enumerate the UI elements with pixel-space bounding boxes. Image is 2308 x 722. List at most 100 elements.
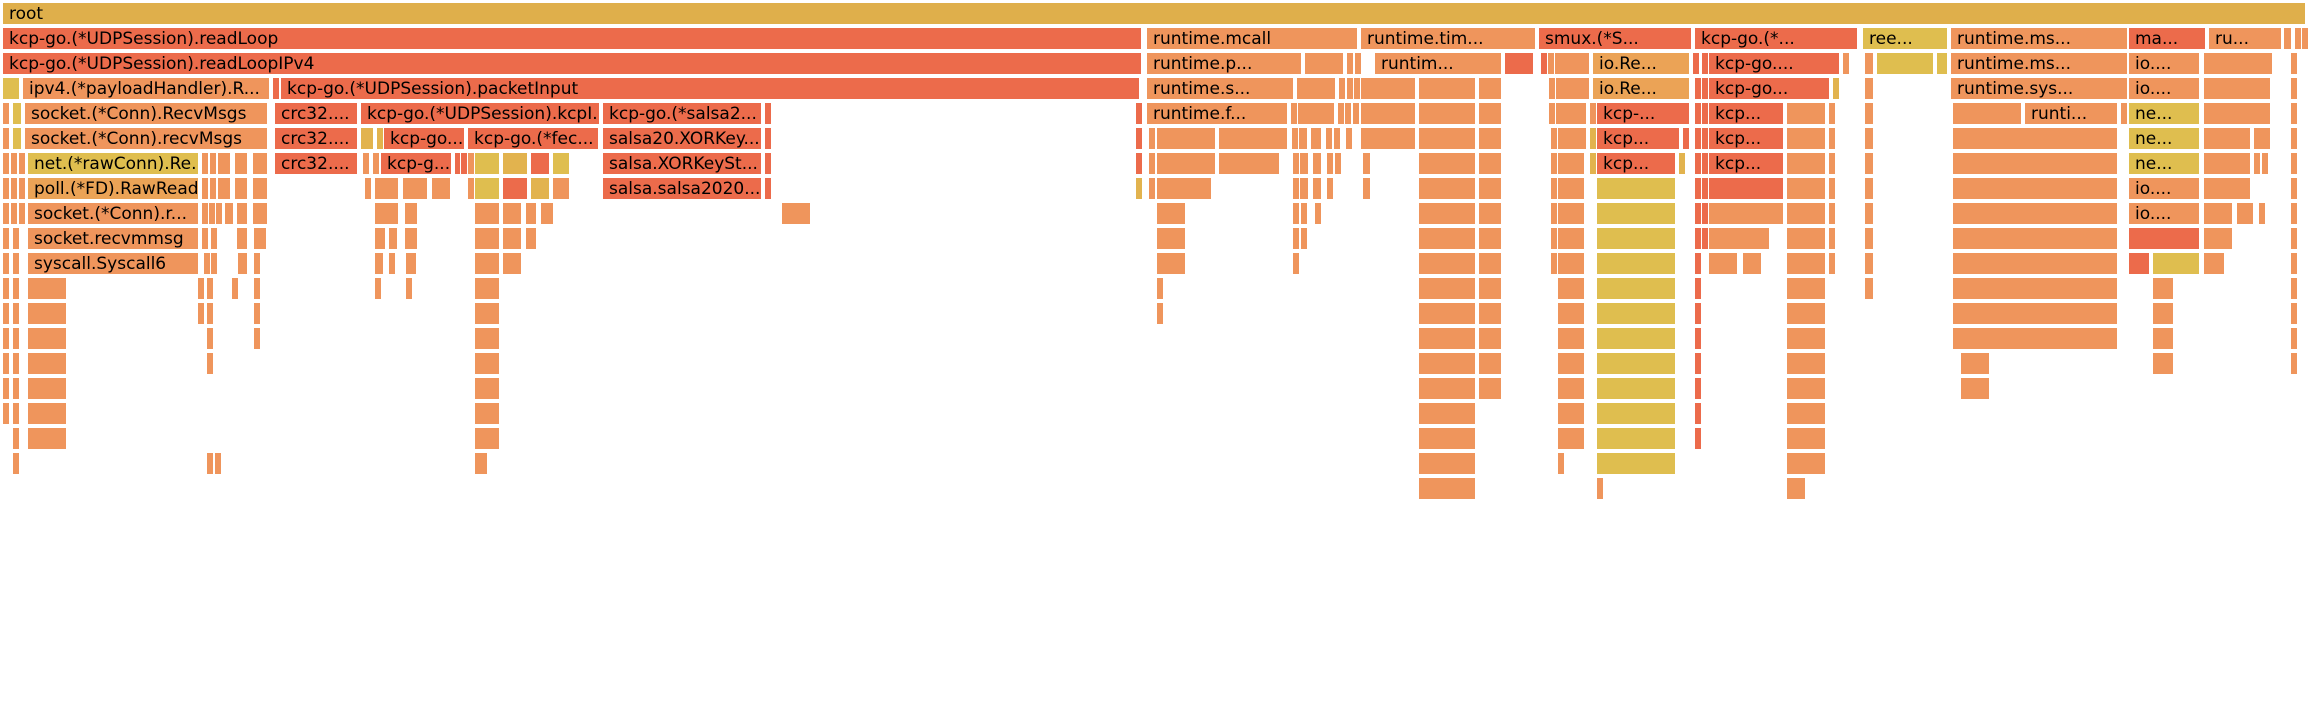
flame-frame[interactable]: kcp...: [1708, 102, 1784, 125]
flame-frame-unlabeled[interactable]: [2, 352, 10, 375]
flame-frame-unlabeled[interactable]: [1156, 277, 1164, 300]
flame-frame-unlabeled[interactable]: [474, 152, 500, 175]
flame-frame-unlabeled[interactable]: [1694, 427, 1702, 450]
flame-frame[interactable]: io....: [2128, 202, 2200, 225]
flame-frame-unlabeled[interactable]: [1952, 252, 2118, 275]
flame-frame-unlabeled[interactable]: [1596, 202, 1676, 225]
flame-frame-unlabeled[interactable]: [1864, 102, 1874, 125]
flame-frame[interactable]: socket.(*Conn).RecvMsgs: [24, 102, 268, 125]
flame-frame-unlabeled[interactable]: [12, 327, 20, 350]
flame-frame-unlabeled[interactable]: [1786, 452, 1826, 475]
flame-frame-unlabeled[interactable]: [1952, 127, 2118, 150]
flame-frame-unlabeled[interactable]: [12, 402, 20, 425]
flame-frame-unlabeled[interactable]: [12, 452, 20, 475]
flame-frame-unlabeled[interactable]: [1555, 102, 1587, 125]
flame-frame-unlabeled[interactable]: [405, 277, 413, 300]
flame-frame-unlabeled[interactable]: [1418, 102, 1476, 125]
flame-frame-unlabeled[interactable]: [2, 377, 10, 400]
flame-frame-unlabeled[interactable]: [1786, 277, 1826, 300]
flame-frame-unlabeled[interactable]: [1346, 52, 1354, 75]
flame-frame-unlabeled[interactable]: [1418, 177, 1476, 200]
flame-frame-unlabeled[interactable]: [1742, 252, 1762, 275]
flame-frame-unlabeled[interactable]: [1786, 302, 1826, 325]
flame-frame-unlabeled[interactable]: [1300, 202, 1308, 225]
flame-frame-unlabeled[interactable]: [12, 427, 20, 450]
flame-frame-unlabeled[interactable]: [764, 152, 772, 175]
flame-frame-unlabeled[interactable]: [525, 227, 537, 250]
flame-frame-unlabeled[interactable]: [1694, 402, 1702, 425]
flame-frame-unlabeled[interactable]: [1694, 377, 1702, 400]
flame-frame-unlabeled[interactable]: [201, 227, 209, 250]
flame-frame-unlabeled[interactable]: [405, 252, 417, 275]
flame-frame-unlabeled[interactable]: [1557, 427, 1585, 450]
flame-frame-unlabeled[interactable]: [210, 252, 218, 275]
flame-frame-unlabeled[interactable]: [1135, 102, 1143, 125]
flame-frame-unlabeled[interactable]: [2128, 227, 2200, 250]
flame-frame-unlabeled[interactable]: [1864, 152, 1874, 175]
flame-frame-unlabeled[interactable]: [502, 202, 522, 225]
flame-frame-unlabeled[interactable]: [1554, 52, 1590, 75]
flame-frame-unlabeled[interactable]: [252, 152, 268, 175]
flame-frame-unlabeled[interactable]: [474, 277, 500, 300]
flame-frame-unlabeled[interactable]: [540, 202, 554, 225]
flame-frame-unlabeled[interactable]: [1682, 127, 1690, 150]
flame-frame-unlabeled[interactable]: [10, 202, 18, 225]
flame-frame[interactable]: kcp...: [1708, 127, 1784, 150]
flame-frame-unlabeled[interactable]: [1557, 302, 1585, 325]
flame-frame-unlabeled[interactable]: [1148, 127, 1156, 150]
flame-frame-unlabeled[interactable]: [1326, 152, 1334, 175]
flame-frame-unlabeled[interactable]: [12, 277, 20, 300]
flame-frame-unlabeled[interactable]: [1314, 202, 1322, 225]
flame-frame-unlabeled[interactable]: [1418, 227, 1476, 250]
flame-frame-unlabeled[interactable]: [1156, 177, 1212, 200]
flame-frame-unlabeled[interactable]: [474, 177, 500, 200]
flame-frame-unlabeled[interactable]: [2203, 177, 2251, 200]
flame-frame-unlabeled[interactable]: [1596, 327, 1676, 350]
flame-frame-unlabeled[interactable]: [2203, 77, 2271, 100]
flame-frame-unlabeled[interactable]: [1694, 352, 1702, 375]
flame-frame-unlabeled[interactable]: [1694, 302, 1702, 325]
flame-frame-unlabeled[interactable]: [197, 277, 205, 300]
flame-frame-unlabeled[interactable]: [1786, 177, 1826, 200]
flame-frame-unlabeled[interactable]: [530, 152, 550, 175]
flame-frame-unlabeled[interactable]: [1596, 252, 1676, 275]
flame-frame-unlabeled[interactable]: [388, 227, 398, 250]
flame-frame-unlabeled[interactable]: [1596, 302, 1676, 325]
flame-frame[interactable]: poll.(*FD).RawRead: [27, 177, 199, 200]
flame-frame-unlabeled[interactable]: [209, 152, 217, 175]
flame-frame-unlabeled[interactable]: [1135, 127, 1143, 150]
flame-frame-unlabeled[interactable]: [1148, 152, 1156, 175]
flame-frame[interactable]: ru...: [2208, 27, 2282, 50]
flame-frame-unlabeled[interactable]: [253, 277, 261, 300]
flame-frame-unlabeled[interactable]: [1135, 177, 1143, 200]
flame-frame[interactable]: runtime.p...: [1146, 52, 1302, 75]
flame-frame-unlabeled[interactable]: [1708, 177, 1784, 200]
flame-frame-unlabeled[interactable]: [1478, 152, 1502, 175]
flame-frame-unlabeled[interactable]: [1478, 252, 1502, 275]
flame-frame-unlabeled[interactable]: [206, 302, 214, 325]
flame-frame-unlabeled[interactable]: [1156, 227, 1186, 250]
flame-frame-unlabeled[interactable]: [1952, 102, 2022, 125]
flame-frame-unlabeled[interactable]: [2290, 227, 2298, 250]
flame-frame-unlabeled[interactable]: [1692, 52, 1700, 75]
flame-frame-unlabeled[interactable]: [1297, 102, 1335, 125]
flame-frame-unlabeled[interactable]: [2290, 352, 2298, 375]
flame-frame-unlabeled[interactable]: [1418, 377, 1476, 400]
flame-frame-unlabeled[interactable]: [1596, 227, 1676, 250]
flame-frame-unlabeled[interactable]: [764, 102, 772, 125]
flame-frame-unlabeled[interactable]: [474, 452, 488, 475]
flame-frame-unlabeled[interactable]: [1218, 152, 1280, 175]
flame-frame-unlabeled[interactable]: [2, 402, 10, 425]
flame-frame-unlabeled[interactable]: [1694, 252, 1702, 275]
flame-frame-unlabeled[interactable]: [402, 177, 428, 200]
flame-frame-unlabeled[interactable]: [2290, 202, 2298, 225]
flame-frame-unlabeled[interactable]: [236, 227, 248, 250]
flame-frame-unlabeled[interactable]: [1557, 252, 1585, 275]
flame-frame-unlabeled[interactable]: [2261, 152, 2269, 175]
flame-frame-unlabeled[interactable]: [1156, 127, 1216, 150]
flame-frame[interactable]: runtime.f...: [1146, 102, 1288, 125]
flame-frame-unlabeled[interactable]: [2, 77, 20, 100]
flame-frame[interactable]: io....: [2128, 77, 2200, 100]
flame-frame-unlabeled[interactable]: [1354, 52, 1362, 75]
